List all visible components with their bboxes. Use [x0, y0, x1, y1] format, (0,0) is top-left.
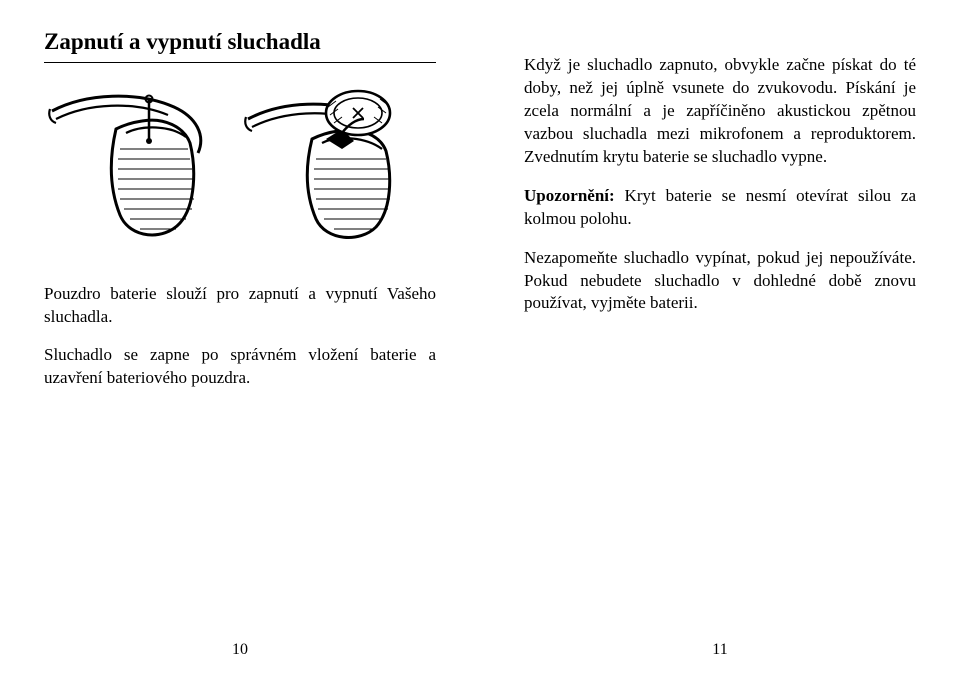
page-right: Když je sluchadlo zapnuto, obvykle začne…	[480, 0, 960, 683]
page-left: Zapnutí a vypnutí sluchadla	[0, 0, 480, 683]
page-number-right: 11	[712, 641, 727, 659]
right-paragraph-3: Nezapomeňte sluchadlo vypínat, pokud jej…	[524, 247, 916, 316]
page-heading: Zapnutí a vypnutí sluchadla	[44, 28, 436, 63]
left-body: Pouzdro baterie slouží pro zapnutí a vyp…	[44, 283, 436, 391]
right-paragraph-1: Když je sluchadlo zapnuto, obvykle začne…	[524, 54, 916, 169]
figures-row	[44, 89, 436, 249]
notice-label: Upozornění:	[524, 186, 615, 205]
page-number-left: 10	[232, 641, 248, 659]
figure-open	[242, 89, 412, 249]
right-body: Když je sluchadlo zapnuto, obvykle začne…	[524, 28, 916, 315]
left-paragraph-2: Sluchadlo se zapne po správném vložení b…	[44, 344, 436, 390]
left-paragraph-1: Pouzdro baterie slouží pro zapnutí a vyp…	[44, 283, 436, 329]
figure-closed	[46, 89, 216, 249]
right-paragraph-2: Upozornění: Kryt baterie se nesmí otevír…	[524, 185, 916, 231]
